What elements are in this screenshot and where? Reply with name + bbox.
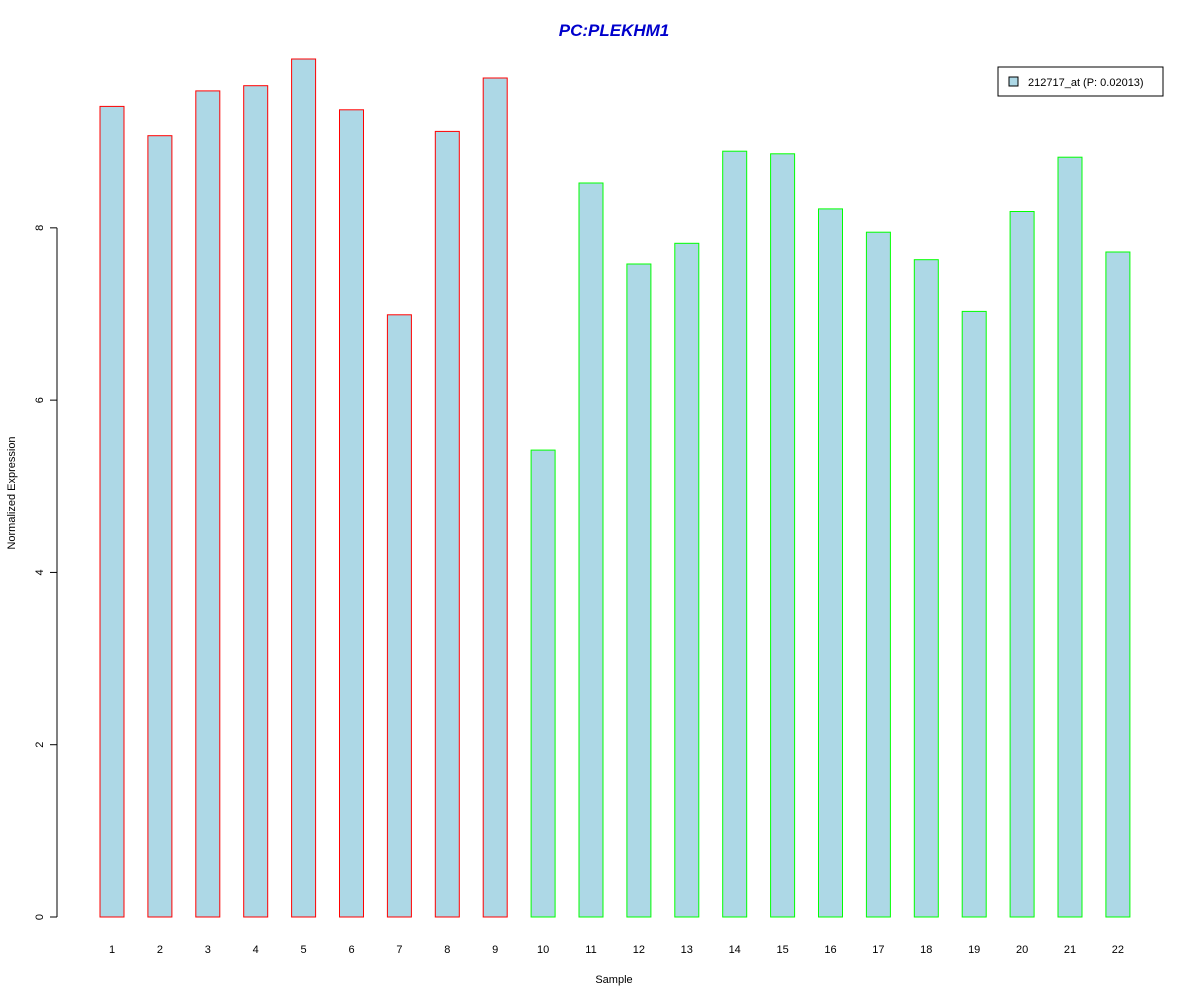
bar-sample-10 xyxy=(530,449,556,918)
bar-sample-18 xyxy=(913,259,939,918)
bar-sample-17 xyxy=(865,231,891,918)
y-tick-label: 0 xyxy=(34,914,46,920)
x-tick-label: 17 xyxy=(872,944,884,956)
bar-sample-8 xyxy=(434,130,460,918)
y-tick-label: 2 xyxy=(34,742,46,748)
x-tick-label: 11 xyxy=(585,944,596,956)
bar-sample-1 xyxy=(99,105,125,918)
x-tick-label: 16 xyxy=(824,944,836,956)
bar-sample-4 xyxy=(243,85,269,918)
y-tick-label: 6 xyxy=(34,397,46,403)
x-tick-label: 20 xyxy=(1016,944,1028,956)
bar-sample-6 xyxy=(339,109,364,918)
x-tick-label: 12 xyxy=(633,944,645,956)
chart-title: PC:PLEKHM1 xyxy=(559,21,670,40)
legend-entry: 212717_at (P: 0.02013) xyxy=(1028,77,1144,89)
x-axis-label: Sample xyxy=(595,974,632,986)
bar-sample-12 xyxy=(626,263,652,918)
bar-sample-13 xyxy=(674,242,700,918)
x-tick-label: 14 xyxy=(729,944,741,956)
x-tick-label: 6 xyxy=(348,944,354,956)
legend-swatch xyxy=(1008,76,1019,87)
x-tick-label: 2 xyxy=(157,944,163,956)
bars xyxy=(99,58,1131,918)
bar-sample-14 xyxy=(722,150,748,918)
bar-sample-5 xyxy=(291,58,317,918)
legend: 212717_at (P: 0.02013) xyxy=(997,66,1164,97)
legend-box xyxy=(997,66,1164,97)
x-tick-label: 5 xyxy=(301,944,307,956)
y-tick-label: 8 xyxy=(34,225,46,231)
bar-sample-16 xyxy=(818,208,843,918)
x-tick-label: 13 xyxy=(681,944,693,956)
y-tick-label: 4 xyxy=(34,569,46,575)
bar-sample-22 xyxy=(1105,251,1131,918)
x-tick-label: 19 xyxy=(968,944,980,956)
x-tick-label: 8 xyxy=(444,944,450,956)
bar-sample-2 xyxy=(147,135,173,918)
x-tick-label: 22 xyxy=(1112,944,1124,956)
x-tick-label: 18 xyxy=(920,944,932,956)
bar-sample-11 xyxy=(578,182,604,918)
bar-sample-7 xyxy=(386,314,412,918)
bar-sample-19 xyxy=(961,310,987,918)
x-tick-label: 10 xyxy=(537,944,549,956)
bar-sample-15 xyxy=(770,153,796,918)
x-tick-label: 21 xyxy=(1064,944,1076,956)
bar-sample-3 xyxy=(195,90,221,918)
x-tick-label: 9 xyxy=(492,944,498,956)
x-tick-label: 1 xyxy=(109,944,115,956)
y-axis: 0 2 4 6 8 xyxy=(34,225,58,920)
x-tick-labels: 1 2 3 4 5 6 7 8 9 10 11 12 13 14 15 16 17 18 19 20 21 22 xyxy=(109,944,1124,956)
bar-sample-21 xyxy=(1057,156,1083,918)
x-tick-label: 4 xyxy=(253,944,259,956)
bar-sample-9 xyxy=(482,77,508,918)
y-axis-label: Normalized Expression xyxy=(6,436,18,549)
x-tick-label: 7 xyxy=(396,944,402,956)
bar-sample-20 xyxy=(1009,211,1035,918)
x-tick-label: 15 xyxy=(776,944,788,956)
x-tick-label: 3 xyxy=(205,944,211,956)
